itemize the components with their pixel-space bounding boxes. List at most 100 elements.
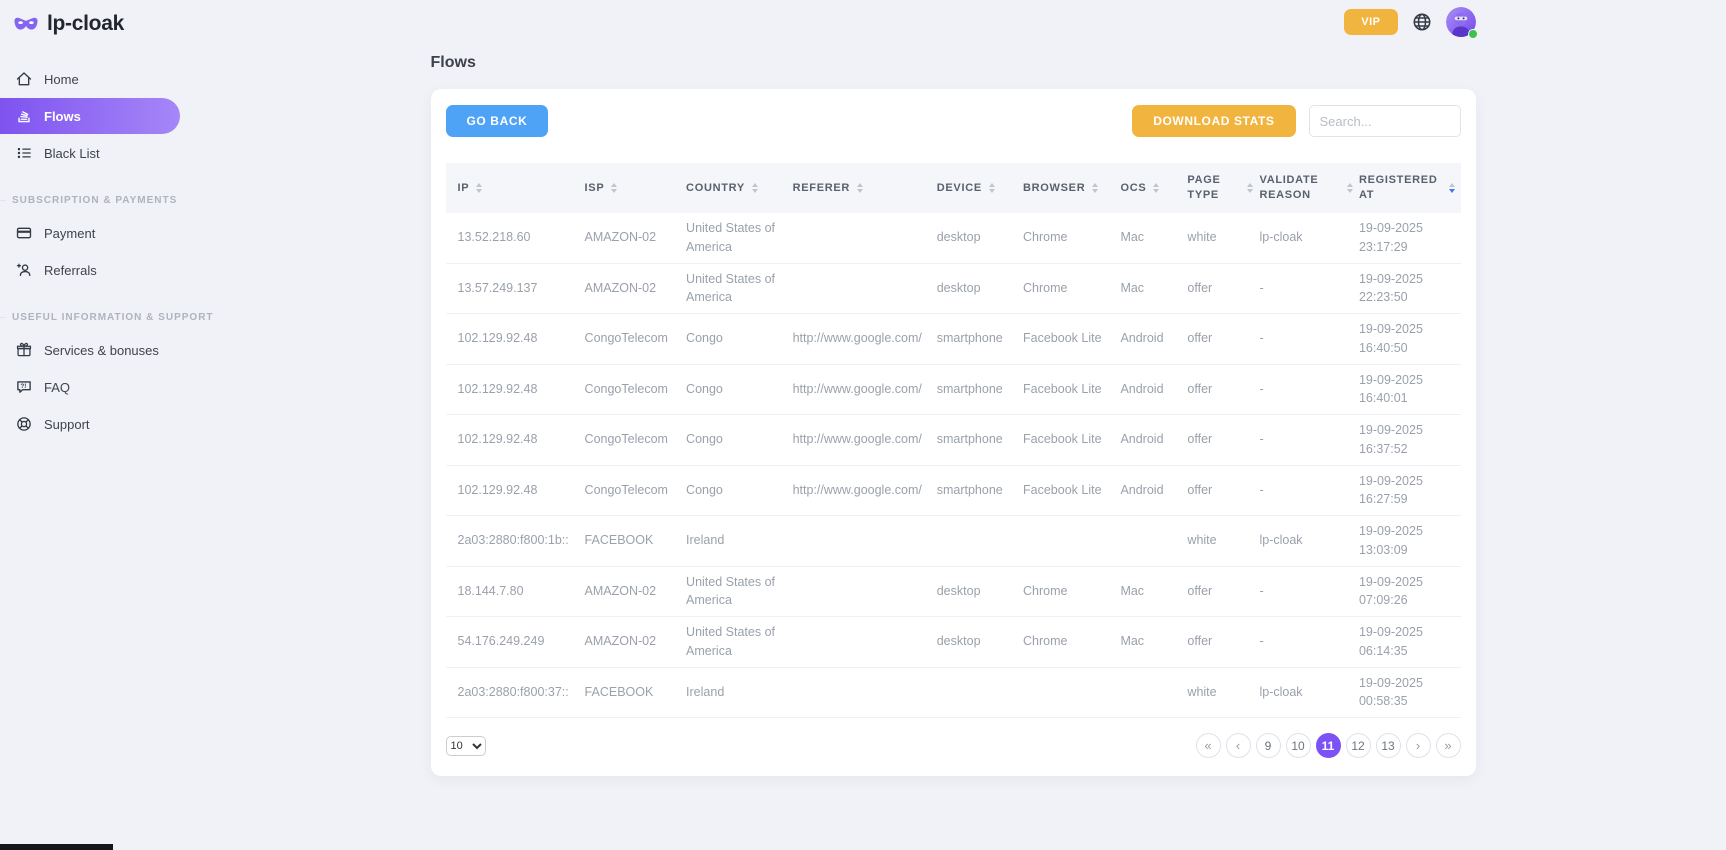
sort-icon[interactable]: [611, 183, 618, 193]
cell-ip: 102.129.92.48: [445, 313, 585, 365]
column-header-device[interactable]: DEVICE: [936, 163, 1023, 213]
topbar: VIP: [431, 0, 1478, 39]
table-row: 2a03:2880:f800:37:: FACEBOOK Ireland white l…: [445, 667, 1461, 718]
gift-icon: [15, 341, 33, 359]
cell-ocs: [1120, 515, 1188, 567]
cell-browser: Facebook Lite: [1023, 465, 1121, 516]
table-body: 13.52.218.60 AMAZON-02 United States of Am…: [445, 213, 1461, 718]
sort-icon[interactable]: [1153, 183, 1160, 193]
sort-icon[interactable]: [751, 183, 758, 193]
column-header-ocs[interactable]: OCS: [1120, 163, 1188, 213]
cell-device: [936, 515, 1023, 567]
cell-registered_at: 19-09-2025 00:58:35: [1358, 667, 1461, 718]
cell-ip: 13.57.249.137: [445, 263, 585, 314]
cell-browser: Chrome: [1023, 213, 1121, 264]
sort-icon[interactable]: [1247, 183, 1254, 193]
cell-isp: AMAZON-02: [584, 213, 687, 264]
sidebar-item-label: Referrals: [44, 262, 97, 278]
cell-device: smartphone: [936, 364, 1023, 415]
sidebar-section-header: SUBSCRIPTION & PAYMENTS: [0, 195, 176, 206]
sidebar-item-support[interactable]: Support: [0, 406, 180, 442]
sort-icon[interactable]: [1448, 183, 1455, 193]
sort-icon[interactable]: [1346, 183, 1353, 193]
page-size-select[interactable]: 10: [445, 735, 486, 756]
sidebar-item-black-list[interactable]: Black List: [0, 135, 180, 171]
cell-country: Congo: [686, 364, 793, 415]
cell-referer: http://www.google.com/: [792, 364, 937, 415]
cell-page_type: offer: [1187, 313, 1260, 365]
pagination-page-9[interactable]: 9: [1255, 733, 1281, 758]
cell-isp: CongoTelecom: [584, 465, 687, 516]
sort-icon[interactable]: [857, 183, 864, 193]
sort-icon[interactable]: [476, 183, 483, 193]
cell-ocs: Android: [1120, 313, 1188, 365]
table-row: 13.52.218.60 AMAZON-02 United States of Am…: [445, 213, 1461, 264]
cell-isp: FACEBOOK: [584, 515, 687, 567]
go-back-button[interactable]: GO BACK: [445, 105, 549, 137]
sidebar: lp-cloak Home Flows Black List SUBSCRIPTION…: [0, 0, 213, 850]
download-stats-button[interactable]: DOWNLOAD STATS: [1132, 105, 1296, 137]
pagination-page-13[interactable]: 13: [1375, 733, 1401, 758]
svg-text:?!: ?!: [20, 383, 26, 390]
cell-device: smartphone: [936, 313, 1023, 365]
cell-referer: [792, 213, 937, 264]
flows-icon: [15, 107, 33, 125]
table-row: 54.176.249.249 AMAZON-02 United States of …: [445, 616, 1461, 668]
pagination-prev-button[interactable]: ‹: [1225, 733, 1251, 758]
pagination-next-button[interactable]: ›: [1405, 733, 1431, 758]
column-header-validate_reason[interactable]: VALIDATE REASON: [1259, 163, 1359, 213]
column-header-referer[interactable]: REFERER: [792, 163, 937, 213]
table-row: 102.129.92.48 CongoTelecom Congo http://www…: [445, 465, 1461, 516]
table-row: 102.129.92.48 CongoTelecom Congo http://www…: [445, 414, 1461, 466]
faq-icon: ?!: [15, 378, 33, 396]
card-footer: 10 «‹ 9 10 11 12 13 ›»: [445, 733, 1461, 758]
brand-logo[interactable]: lp-cloak: [0, 0, 180, 36]
globe-icon[interactable]: [1411, 11, 1433, 33]
search-input[interactable]: [1308, 105, 1461, 137]
table-row: 2a03:2880:f800:1b:: FACEBOOK Ireland white l…: [445, 515, 1461, 567]
sort-icon[interactable]: [988, 183, 995, 193]
sidebar-item-home[interactable]: Home: [0, 61, 180, 97]
pagination-page-11[interactable]: 11: [1315, 733, 1341, 758]
brand-name: lp-cloak: [47, 12, 124, 35]
cell-browser: Facebook Lite: [1023, 414, 1121, 466]
vip-button[interactable]: VIP: [1344, 8, 1398, 35]
column-header-browser[interactable]: BROWSER: [1023, 163, 1121, 213]
pagination: «‹ 9 10 11 12 13 ›»: [1195, 733, 1461, 758]
cell-registered_at: 19-09-2025 16:40:01: [1358, 364, 1461, 415]
column-header-isp[interactable]: ISP: [584, 163, 687, 213]
column-header-ip[interactable]: IP: [445, 163, 585, 213]
payment-icon: [15, 224, 33, 242]
cell-page_type: offer: [1187, 465, 1260, 516]
cell-referer: http://www.google.com/: [792, 414, 937, 466]
sidebar-item-payment[interactable]: Payment: [0, 215, 180, 251]
cell-isp: AMAZON-02: [584, 616, 687, 668]
sidebar-item-flows[interactable]: Flows: [0, 98, 180, 134]
avatar[interactable]: [1445, 6, 1478, 39]
pagination-last-button[interactable]: »: [1435, 733, 1461, 758]
cell-page_type: offer: [1187, 616, 1260, 668]
cell-referer: [792, 263, 937, 314]
cell-ip: 102.129.92.48: [445, 364, 585, 415]
sidebar-item-services-bonuses[interactable]: Services & bonuses: [0, 332, 180, 368]
cell-validate_reason: -: [1259, 313, 1359, 365]
cell-isp: AMAZON-02: [584, 263, 687, 314]
column-header-country[interactable]: COUNTRY: [686, 163, 793, 213]
sidebar-item-label: Payment: [44, 225, 96, 241]
cell-ip: 54.176.249.249: [445, 616, 585, 668]
cell-device: desktop: [936, 566, 1023, 617]
cell-validate_reason: -: [1259, 465, 1359, 516]
cell-browser: Chrome: [1023, 616, 1121, 668]
sidebar-item-faq[interactable]: ?! FAQ: [0, 369, 180, 405]
pagination-page-10[interactable]: 10: [1285, 733, 1311, 758]
column-header-page_type[interactable]: PAGE TYPE: [1187, 163, 1260, 213]
sort-icon[interactable]: [1092, 183, 1099, 193]
column-header-registered_at[interactable]: REGISTERED AT: [1358, 163, 1461, 213]
sidebar-item-referrals[interactable]: Referrals: [0, 252, 180, 288]
online-status-dot: [1467, 28, 1478, 39]
pagination-first-button[interactable]: «: [1195, 733, 1221, 758]
pagination-page-12[interactable]: 12: [1345, 733, 1371, 758]
cell-ip: 102.129.92.48: [445, 414, 585, 466]
cell-referer: [792, 667, 937, 718]
cell-isp: AMAZON-02: [584, 566, 687, 617]
